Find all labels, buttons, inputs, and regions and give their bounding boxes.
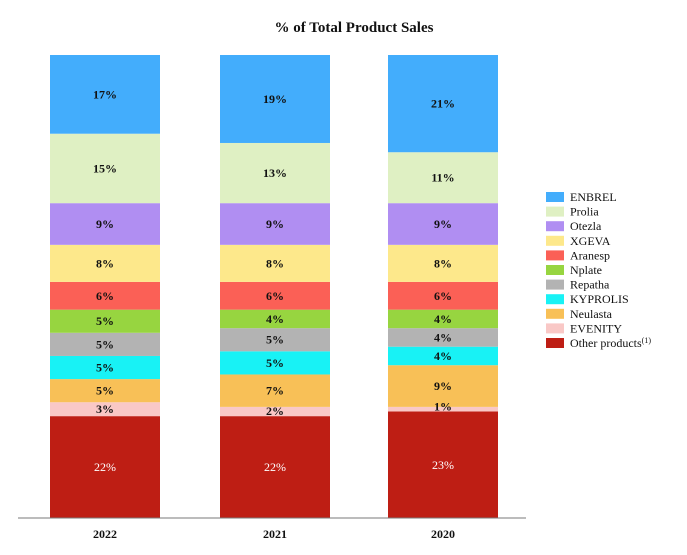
data-label-evenity-2022: 3%	[96, 402, 114, 416]
bar-segment-other-products-2021	[220, 416, 330, 518]
data-label-otezla-2022: 9%	[96, 217, 114, 231]
legend-swatch-other-products	[546, 338, 564, 348]
data-label-enbrel-2020: 21%	[431, 97, 455, 111]
legend-label-evenity: EVENITY	[570, 321, 622, 335]
data-label-prolia-2020: 11%	[431, 171, 454, 185]
bar-segment-otezla-2021	[220, 203, 330, 245]
bar-segment-xgeva-2020	[388, 244, 498, 282]
x-tick-label-2022: 2022	[93, 527, 117, 541]
data-label-other-products-2022: 22%	[94, 460, 116, 474]
data-label-enbrel-2021: 19%	[263, 92, 287, 106]
bar-segment-neulasta-2022	[50, 379, 160, 403]
legend-label-other-products: Other products(1)	[570, 336, 651, 350]
legend-swatch-xgeva	[546, 235, 564, 246]
bars-group	[50, 55, 498, 518]
data-label-xgeva-2022: 8%	[96, 256, 114, 270]
data-label-aranesp-2022: 6%	[96, 289, 114, 303]
legend-swatch-nplate	[546, 265, 564, 275]
legend-swatch-evenity	[546, 323, 564, 334]
data-label-aranesp-2020: 6%	[434, 289, 452, 303]
bar-segment-evenity-2022	[50, 402, 160, 417]
data-label-nplate-2022: 5%	[96, 314, 114, 328]
bar-segment-neulasta-2020	[388, 365, 498, 407]
x-tick-label-2021: 2021	[263, 527, 287, 541]
bar-segment-enbrel-2021	[220, 55, 330, 143]
data-label-prolia-2022: 15%	[93, 161, 117, 175]
legend-swatch-enbrel	[546, 192, 564, 202]
data-label-kyprolis-2022: 5%	[96, 361, 114, 375]
x-tick-labels-group: 2022 2021 2020	[93, 527, 455, 541]
legend-swatch-aranesp	[546, 250, 564, 261]
legend-swatch-repatha	[546, 279, 564, 290]
bar-segment-kyprolis-2020	[388, 346, 498, 366]
bar-segment-xgeva-2021	[220, 244, 330, 282]
bar-segment-other-products-2020	[388, 411, 498, 518]
data-label-repatha-2020: 4%	[434, 330, 452, 344]
bar-segment-prolia-2020	[388, 152, 498, 204]
bar-segment-aranesp-2022	[50, 281, 160, 310]
bar-segment-otezla-2020	[388, 203, 498, 245]
legend-label-otezla: Otezla	[570, 219, 602, 233]
legend-footnote-marker: (1)	[642, 336, 652, 345]
bar-segment-enbrel-2022	[50, 55, 160, 134]
data-label-neulasta-2021: 7%	[266, 384, 284, 398]
segment-labels-group: 22% 3% 5% 5% 5% 5% 6% 8% 9% 15% 17% 22% 2% 7% 5% 5% 4% 6%…	[93, 87, 455, 474]
data-label-prolia-2021: 13%	[263, 166, 287, 180]
data-label-neulasta-2020: 9%	[434, 379, 452, 393]
data-label-evenity-2020: 1%	[434, 400, 452, 414]
bar-segment-neulasta-2021	[220, 374, 330, 407]
bar-segment-prolia-2022	[50, 133, 160, 204]
data-label-otezla-2021: 9%	[266, 217, 284, 231]
data-label-other-products-2020: 23%	[432, 458, 454, 472]
data-label-otezla-2020: 9%	[434, 217, 452, 231]
data-label-enbrel-2022: 17%	[93, 87, 117, 101]
data-label-kyprolis-2021: 5%	[266, 356, 284, 370]
legend-swatch-kyprolis	[546, 294, 564, 305]
legend: ENBRELProliaOtezlaXGEVAAranespNplateRepa…	[546, 190, 651, 350]
legend-label-enbrel: ENBREL	[570, 190, 617, 204]
bar-segment-nplate-2022	[50, 309, 160, 333]
bar-segment-aranesp-2021	[220, 281, 330, 310]
bar-segment-repatha-2022	[50, 332, 160, 356]
bar-segment-xgeva-2022	[50, 244, 160, 282]
bar-segment-kyprolis-2022	[50, 355, 160, 380]
data-label-neulasta-2022: 5%	[96, 384, 114, 398]
data-label-repatha-2022: 5%	[96, 337, 114, 351]
data-label-nplate-2021: 4%	[266, 312, 284, 326]
legend-label-xgeva: XGEVA	[570, 234, 611, 248]
legend-label-aranesp: Aranesp	[570, 248, 610, 262]
legend-label-neulasta: Neulasta	[570, 307, 613, 321]
bar-segment-other-products-2022	[50, 416, 160, 518]
bar-segment-enbrel-2020	[388, 55, 498, 153]
data-label-other-products-2021: 22%	[264, 460, 286, 474]
x-tick-label-2020: 2020	[431, 527, 455, 541]
legend-swatch-otezla	[546, 221, 564, 232]
data-label-repatha-2021: 5%	[266, 333, 284, 347]
data-label-nplate-2020: 4%	[434, 312, 452, 326]
legend-swatch-prolia	[546, 206, 564, 217]
legend-swatch-neulasta	[546, 308, 564, 319]
legend-label-nplate: Nplate	[570, 263, 602, 277]
chart-title: % of Total Product Sales	[275, 20, 434, 36]
bar-segment-repatha-2021	[220, 328, 330, 352]
bar-segment-kyprolis-2021	[220, 351, 330, 375]
bar-segment-otezla-2022	[50, 203, 160, 245]
data-label-kyprolis-2020: 4%	[434, 349, 452, 363]
bar-segment-evenity-2021	[220, 406, 330, 417]
bar-segment-nplate-2020	[388, 309, 498, 329]
legend-label-repatha: Repatha	[570, 278, 610, 292]
bar-segment-prolia-2021	[220, 142, 330, 204]
data-label-xgeva-2020: 8%	[434, 256, 452, 270]
bar-segment-aranesp-2020	[388, 281, 498, 310]
bar-segment-nplate-2021	[220, 309, 330, 329]
legend-label-prolia: Prolia	[570, 205, 599, 219]
data-label-aranesp-2021: 6%	[266, 289, 284, 303]
legend-label-kyprolis: KYPROLIS	[570, 292, 629, 306]
data-label-evenity-2021: 2%	[266, 404, 284, 418]
bar-segment-repatha-2020	[388, 328, 498, 347]
bar-segment-evenity-2020	[388, 406, 498, 412]
data-label-xgeva-2021: 8%	[266, 256, 284, 270]
